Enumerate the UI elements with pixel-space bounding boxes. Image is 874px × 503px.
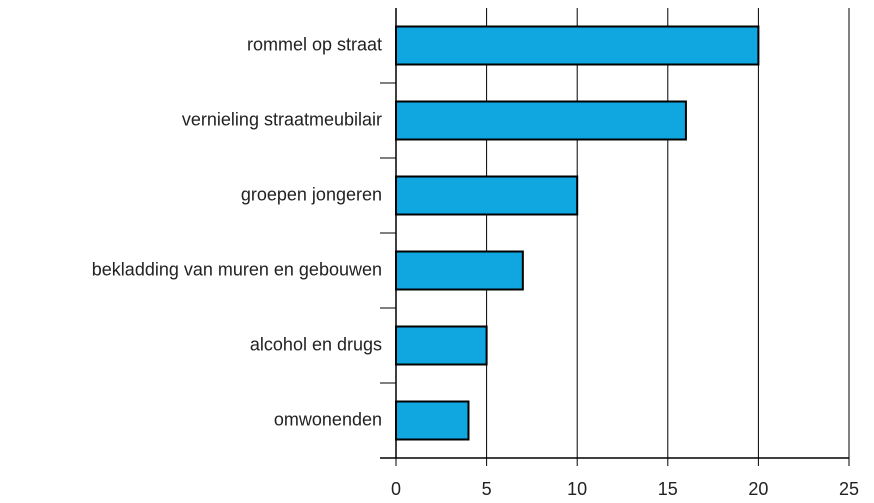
x-tick-label: 10	[567, 479, 587, 499]
y-tick-label: vernieling straatmeubilair	[182, 109, 382, 129]
bar	[395, 100, 687, 141]
y-tick-label: alcohol en drugs	[250, 334, 382, 354]
y-tick-label: omwonenden	[274, 409, 382, 429]
y-tick-label: groepen jongeren	[241, 184, 382, 204]
x-tick-label: 5	[482, 479, 492, 499]
bar	[395, 400, 470, 441]
bar	[395, 250, 524, 291]
x-tick-label: 25	[839, 479, 859, 499]
bar	[395, 175, 579, 216]
bar	[395, 325, 488, 366]
y-tick-label: rommel op straat	[247, 34, 382, 54]
bar	[395, 25, 760, 66]
x-tick-label: 15	[658, 479, 678, 499]
y-tick-label: bekladding van muren en gebouwen	[92, 259, 382, 279]
x-tick-label: 20	[748, 479, 768, 499]
x-tick-label: 0	[391, 479, 401, 499]
